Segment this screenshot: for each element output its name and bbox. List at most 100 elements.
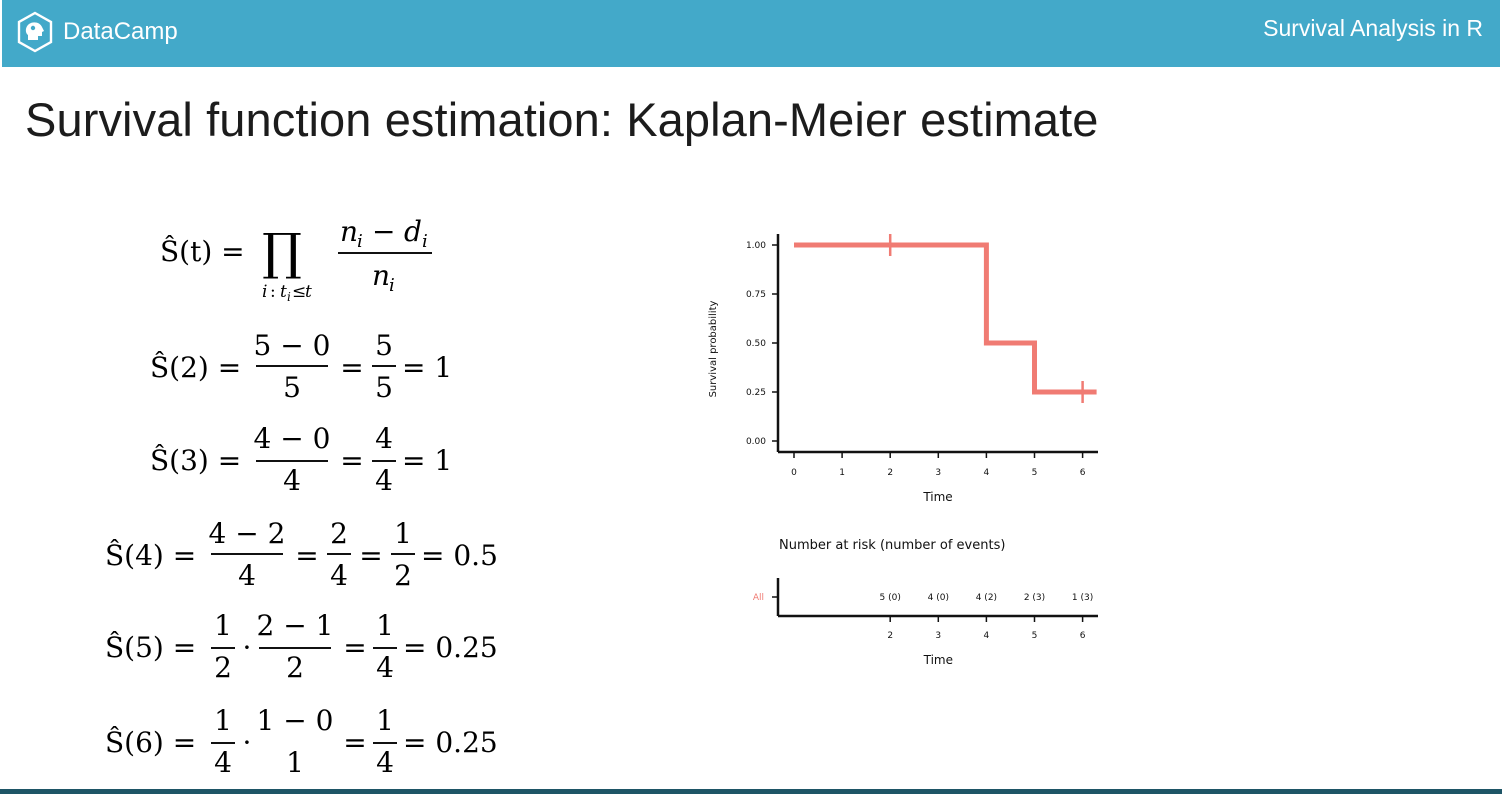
fraction-denominator: 4 <box>214 746 232 779</box>
bottom-rule <box>0 789 1502 794</box>
km-numerator-n-index: i <box>357 231 363 252</box>
x-tick-label: 2 <box>887 468 893 478</box>
km-product-subscript-colon: : <box>270 282 276 302</box>
km-step-s6: Ŝ(6) = 1 4 · 1 − 0 1 = 1 4 = 0.25 <box>105 704 498 779</box>
risk-table-cell: 4 (2) <box>976 593 997 603</box>
y-tick-label: 0.50 <box>746 339 766 349</box>
course-title: Survival Analysis in R <box>1263 15 1483 41</box>
x-tick-label: 1 <box>839 468 845 478</box>
step-lhs: Ŝ(2) = <box>150 350 241 384</box>
km-general-lhs: Ŝ(t) = <box>160 234 245 268</box>
fraction-numerator: 4 − 2 <box>209 517 286 550</box>
step-lhs: Ŝ(3) = <box>150 443 241 477</box>
fraction-denominator: 4 <box>283 464 301 497</box>
y-tick-label: 1.00 <box>746 241 766 251</box>
fraction-denominator: 4 <box>330 559 348 592</box>
fraction-numerator: 2 − 1 <box>257 609 334 642</box>
fraction-numerator: 5 <box>375 329 393 362</box>
x-tick-label: 5 <box>1032 468 1038 478</box>
result: = 0.5 <box>421 539 498 572</box>
y-tick-label: 0.75 <box>746 290 766 300</box>
x-tick-label: 3 <box>935 468 941 478</box>
km-numerator-d-index: i <box>422 231 428 252</box>
fraction-denominator: 2 <box>286 651 304 684</box>
fraction-denominator: 2 <box>394 559 412 592</box>
fraction-numerator: 1 <box>376 609 394 642</box>
risk-table-cell: 1 (3) <box>1072 593 1093 603</box>
dot-operator: · <box>243 631 252 664</box>
x-axis-label: Time <box>922 490 952 504</box>
y-tick-label: 0.25 <box>746 388 766 398</box>
risk-table-cell: 4 (0) <box>928 593 949 603</box>
fraction-denominator: 1 <box>286 746 304 779</box>
equals-sign: = <box>295 539 318 572</box>
y-axis-label: Survival probability <box>708 300 719 397</box>
x-tick-label: 0 <box>791 468 797 478</box>
km-product-subscript-t: t <box>280 282 287 302</box>
fraction-denominator: 2 <box>214 651 232 684</box>
km-product-subscript-i: i <box>262 282 267 302</box>
km-product-subscript-leq: ≤ <box>292 282 306 302</box>
km-product-subscript-t2: t <box>305 282 312 302</box>
fraction-numerator: 5 − 0 <box>254 329 331 362</box>
result: = 0.25 <box>403 631 498 664</box>
step-lhs: Ŝ(5) = <box>105 630 196 664</box>
km-step-s3: Ŝ(3) = 4 − 0 4 = 4 4 = 1 <box>150 422 452 497</box>
fraction-denominator: 5 <box>375 371 393 404</box>
km-product-symbol: ∏ <box>262 223 302 281</box>
result: = 1 <box>402 351 452 384</box>
km-numerator-d: d <box>404 215 422 248</box>
risk-table-x-tick-label: 6 <box>1080 631 1086 641</box>
risk-table-x-tick-label: 3 <box>935 631 941 641</box>
dot-operator: · <box>243 726 252 759</box>
risk-table-x-tick-label: 4 <box>984 631 990 641</box>
equals-sign: = <box>343 631 366 664</box>
fraction-numerator: 1 <box>214 704 232 737</box>
km-plot: 0.00 0.25 0.50 0.75 1.00 0 1 2 3 4 5 6 Time Survival … <box>708 234 1098 667</box>
fraction-numerator: 1 <box>394 517 412 550</box>
equals-sign: = <box>340 351 363 384</box>
km-denominator-n-index: i <box>389 275 395 296</box>
y-tick-label: 0.00 <box>746 437 766 447</box>
risk-table-strata-label: All <box>753 593 764 603</box>
fraction-denominator: 4 <box>376 746 394 779</box>
km-step-s2: Ŝ(2) = 5 − 0 5 = 5 5 = 1 <box>150 329 452 404</box>
step-lhs: Ŝ(6) = <box>105 725 196 759</box>
slide-title: Survival function estimation: Kaplan-Mei… <box>25 93 1099 146</box>
fraction-numerator: 1 <box>376 704 394 737</box>
x-tick-label: 4 <box>984 468 990 478</box>
equals-sign: = <box>340 444 363 477</box>
km-numerator-minus: − <box>372 215 395 248</box>
step-lhs: Ŝ(4) = <box>105 538 196 572</box>
brand-name: DataCamp <box>63 18 178 45</box>
fraction-numerator: 1 <box>214 609 232 642</box>
equals-sign: = <box>343 726 366 759</box>
brand[interactable]: DataCamp <box>16 10 178 54</box>
risk-table-title: Number at risk (number of events) <box>779 538 1005 553</box>
datacamp-head-icon <box>17 11 53 53</box>
header-bar: DataCamp Survival Analysis in R <box>2 0 1500 67</box>
result: = 1 <box>402 444 452 477</box>
km-general-formula: Ŝ(t) = ∏ i : t i ≤ t n i − d i n i <box>160 215 432 304</box>
fraction-denominator: 5 <box>283 371 301 404</box>
risk-table-x-tick-label: 5 <box>1032 631 1038 641</box>
km-numerator-n: n <box>340 215 358 248</box>
fraction-denominator: 4 <box>375 464 393 497</box>
risk-table-cell: 5 (0) <box>880 593 901 603</box>
survival-curve <box>794 242 1097 395</box>
result: = 0.25 <box>403 726 498 759</box>
km-step-s4: Ŝ(4) = 4 − 2 4 = 2 4 = 1 2 = 0.5 <box>105 517 498 592</box>
fraction-numerator: 4 − 0 <box>254 422 331 455</box>
equals-sign: = <box>359 539 382 572</box>
fraction-numerator: 4 <box>375 422 393 455</box>
km-denominator-n: n <box>372 259 390 292</box>
km-step-s5: Ŝ(5) = 1 2 · 2 − 1 2 = 1 4 = 0.25 <box>105 609 498 684</box>
fraction-denominator: 4 <box>376 651 394 684</box>
risk-table-x-axis-label: Time <box>923 653 953 667</box>
risk-table-x-tick-label: 2 <box>887 631 893 641</box>
x-tick-label: 6 <box>1080 468 1086 478</box>
km-product-subscript-t-index: i <box>287 290 291 304</box>
fraction-numerator: 1 − 0 <box>257 704 334 737</box>
fraction-numerator: 2 <box>330 517 348 550</box>
